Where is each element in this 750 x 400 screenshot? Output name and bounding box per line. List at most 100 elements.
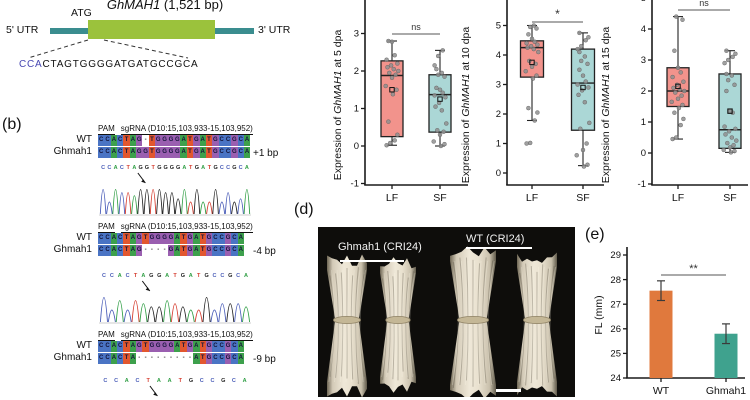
y-tick-label: 2	[354, 66, 359, 77]
data-point	[681, 79, 686, 84]
trace-peak	[202, 297, 211, 323]
gene-title: GhMAH1 (1,521 bp)	[55, 0, 275, 12]
base-cell: C	[212, 233, 219, 244]
fiber-strand	[549, 266, 557, 383]
data-point	[524, 141, 529, 146]
data-point	[535, 42, 540, 47]
fiber-tie	[332, 316, 362, 325]
pam-header: PAM	[98, 124, 115, 135]
fiber-bundle	[380, 257, 416, 393]
data-point	[527, 58, 532, 64]
data-point	[574, 153, 579, 158]
data-point	[672, 48, 677, 53]
base-cell: C	[98, 147, 105, 158]
y-axis-title: Expression of GhMAH1 at 5 dpa	[332, 30, 344, 181]
base-cell: T	[123, 147, 130, 158]
data-point	[527, 24, 533, 30]
data-point	[439, 70, 445, 76]
fiber-bottom-tuft	[380, 322, 416, 393]
trace-base-letter: C	[102, 273, 106, 279]
data-point	[440, 90, 445, 95]
base-cell: A	[110, 245, 118, 256]
trace-base-letter: A	[157, 378, 161, 384]
base-cell: G	[224, 353, 232, 364]
trace-peak	[181, 189, 188, 215]
fiber-bundle	[327, 254, 367, 397]
pam-header: PAM	[98, 222, 115, 233]
base-cell: C	[98, 353, 105, 364]
base-cell: C	[231, 245, 238, 256]
base-cell: A	[193, 353, 200, 364]
fiber-bottom-tuft	[517, 322, 557, 397]
base-cell: T	[148, 147, 156, 158]
base-cell: G	[174, 147, 181, 158]
gene-size: (1,521 bp)	[160, 0, 224, 12]
trace-peak	[237, 198, 244, 215]
trace-peak	[163, 300, 172, 323]
base-cell: G	[136, 135, 143, 146]
trace-base-letter: G	[195, 165, 199, 171]
data-point	[386, 119, 391, 124]
fiber-strand	[519, 272, 525, 386]
data-point	[531, 23, 537, 28]
fiber-bundles	[327, 246, 557, 397]
trace-base-letter: C	[226, 165, 230, 171]
data-point	[440, 48, 445, 53]
trace-base-letter: A	[125, 378, 129, 384]
trace-peak	[162, 192, 169, 215]
base-cell: C	[218, 353, 225, 364]
utr3-bar	[215, 28, 254, 34]
base-cell: G	[167, 147, 175, 158]
data-point	[725, 77, 731, 83]
data-point	[721, 147, 726, 153]
data-point	[583, 79, 588, 84]
data-point	[728, 150, 734, 155]
base-cell: C	[231, 353, 238, 364]
data-point	[394, 87, 399, 92]
data-point	[680, 17, 685, 22]
pam-sgrna-header: PAM sgRNA (D10:15,103,933-15,103,952)	[98, 330, 253, 341]
y-tick-label: 5	[641, 0, 646, 4]
trace-peak	[210, 309, 219, 323]
data-point	[432, 93, 437, 98]
data-point	[389, 39, 395, 44]
data-point	[733, 51, 738, 56]
base-cell: -	[186, 353, 194, 364]
data-point	[727, 145, 733, 150]
base-cell: G	[212, 147, 219, 158]
base-cell: A	[110, 353, 118, 364]
fiber-strand	[405, 277, 409, 380]
base-cell: G	[174, 135, 181, 146]
base-cell: C	[237, 147, 244, 158]
data-point	[670, 74, 675, 80]
base-cell: T	[123, 353, 130, 364]
trace-base-letter: C	[236, 273, 240, 279]
base-cell: C	[98, 245, 105, 256]
mean-marker	[437, 96, 443, 102]
data-point	[534, 73, 539, 78]
y-tick-label: 4	[354, 0, 359, 2]
data-point	[392, 53, 397, 58]
trace-peak	[231, 201, 238, 215]
trace-peak	[193, 189, 201, 215]
trace-base-letter: A	[245, 165, 249, 171]
base-cell: G	[231, 147, 238, 158]
mutation-arrow-icon	[141, 280, 151, 292]
fiber-bundle	[450, 246, 496, 397]
base-cell: C	[104, 353, 111, 364]
mean-marker	[580, 84, 586, 91]
y-tick-label: 3	[641, 55, 646, 66]
base-cell: T	[199, 341, 206, 352]
data-point	[731, 143, 736, 148]
base-cell: C	[104, 341, 111, 352]
data-point	[584, 141, 589, 146]
trace-base-letter: C	[114, 378, 118, 384]
data-point	[438, 143, 444, 149]
trace-base-letter: G	[189, 378, 193, 384]
base-cell: A	[193, 245, 200, 256]
y-tick-label: 4	[641, 24, 646, 35]
base-cell: A	[237, 353, 244, 364]
data-point	[576, 92, 581, 98]
trace-peak	[194, 309, 203, 323]
